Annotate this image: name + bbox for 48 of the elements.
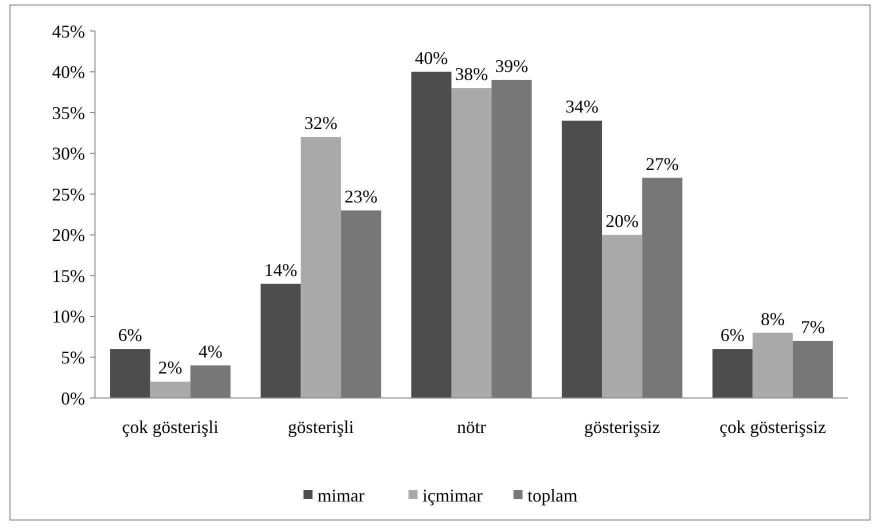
bar [752, 332, 793, 398]
data-label: 4% [198, 341, 222, 362]
data-label: 39% [495, 56, 528, 76]
y-tick-label: 30% [52, 144, 85, 164]
data-label: 8% [760, 308, 785, 329]
y-tick-label: 20% [52, 225, 85, 246]
y-tick-label: 40% [52, 62, 85, 82]
bar [260, 284, 301, 398]
data-label: 2% [158, 358, 182, 378]
bar [150, 382, 190, 398]
bar [110, 349, 150, 398]
bar [712, 349, 753, 398]
x-tick-label: gösterişli [288, 417, 354, 437]
y-tick-label: 5% [61, 348, 85, 368]
bar [340, 210, 382, 398]
data-label: 6% [720, 325, 745, 346]
bar [411, 72, 452, 398]
bar [300, 137, 341, 398]
bar [642, 178, 682, 398]
x-tick-label: gösterişsiz [584, 417, 660, 437]
data-label: 34% [565, 96, 598, 117]
bar [492, 80, 532, 398]
bar [602, 234, 642, 398]
bar [792, 340, 833, 398]
data-label: 7% [800, 316, 825, 337]
legend-label: mimar [318, 485, 364, 506]
bar [190, 365, 231, 398]
y-tick-label: 10% [52, 306, 85, 327]
legend-label: toplam [528, 485, 578, 506]
y-tick-label: 25% [52, 184, 85, 204]
data-label: 40% [414, 48, 448, 68]
bar [451, 88, 492, 398]
data-label: 38% [455, 64, 488, 84]
x-tick-label: çok gösterişli [122, 417, 219, 437]
data-label: 27% [646, 154, 679, 174]
data-label: 6% [118, 325, 142, 346]
y-tick-label: 0% [61, 388, 85, 408]
x-tick-label: çok gösterişsiz [719, 417, 826, 437]
bar [562, 120, 602, 398]
data-label: 23% [344, 186, 378, 206]
x-tick-label: nötr [457, 417, 486, 437]
data-label: 32% [304, 113, 338, 134]
data-label: 20% [606, 210, 639, 231]
y-tick-label: 45% [52, 21, 85, 42]
y-tick-label: 15% [52, 266, 85, 286]
data-label: 14% [264, 260, 298, 280]
y-tick-label: 35% [52, 102, 85, 123]
legend-label: içmimar [422, 485, 482, 506]
